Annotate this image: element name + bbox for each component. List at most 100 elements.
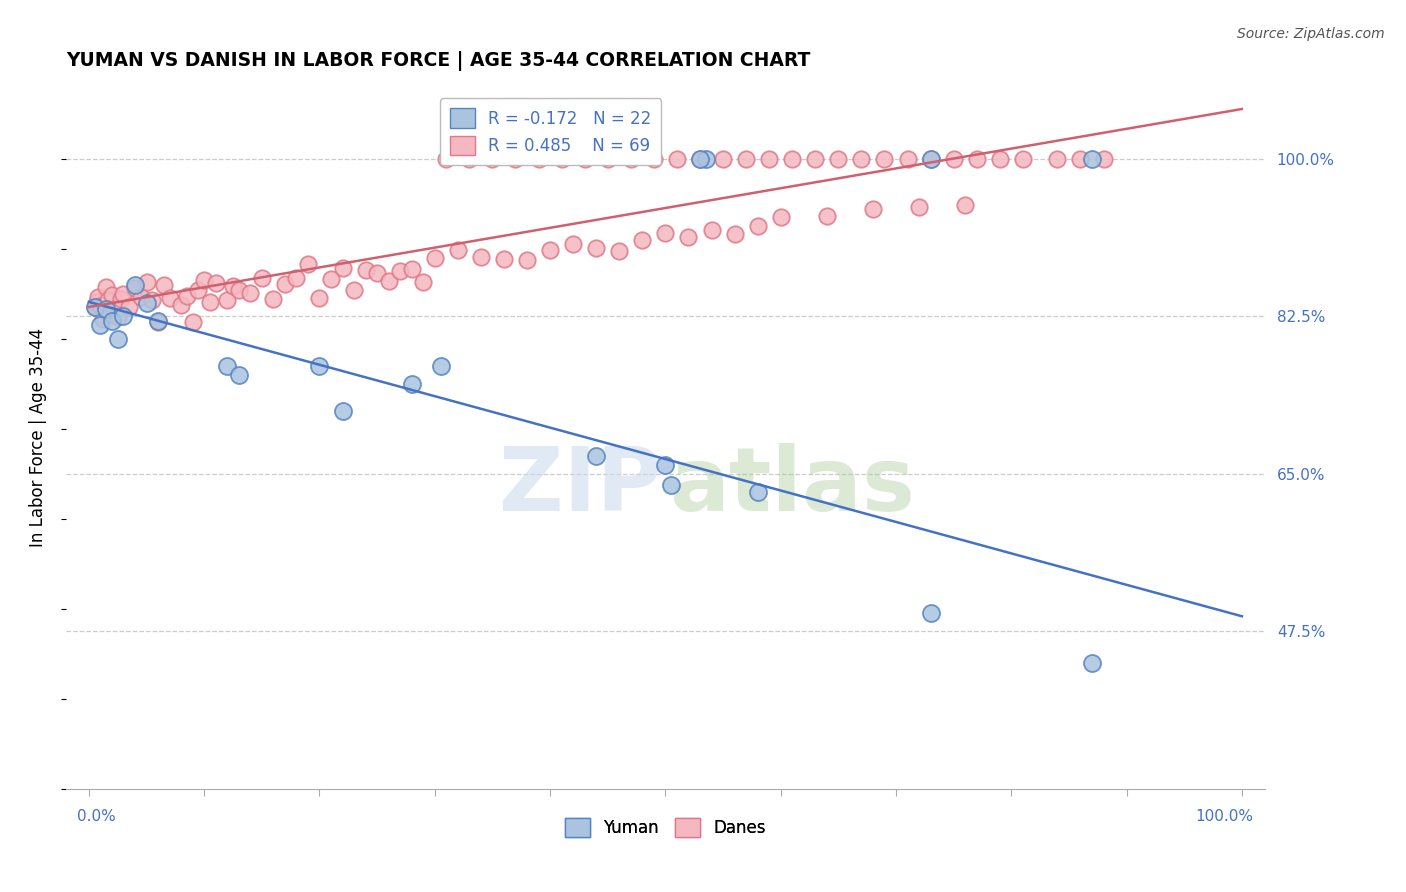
Point [723, 227, 745, 242]
Point [198, 295, 221, 310]
Point [942, 152, 965, 166]
Point [217, 293, 239, 307]
Point [654, 458, 676, 472]
Point [851, 152, 873, 166]
Point [654, 227, 676, 241]
Point [176, 289, 198, 303]
Point [146, 315, 169, 329]
Point [429, 359, 451, 373]
Point [101, 288, 124, 302]
Point [87, 290, 110, 304]
Point [659, 477, 682, 491]
Point [1092, 152, 1115, 166]
Point [1069, 152, 1091, 166]
Text: 0.0%: 0.0% [77, 809, 117, 824]
Point [118, 300, 141, 314]
Point [124, 281, 146, 295]
Text: atlas: atlas [669, 443, 915, 531]
Point [204, 277, 226, 291]
Point [769, 210, 792, 224]
Point [780, 152, 803, 166]
Point [98, 307, 121, 321]
Point [319, 272, 342, 286]
Point [228, 368, 250, 382]
Point [308, 291, 330, 305]
Point [538, 244, 561, 258]
Point [862, 202, 884, 216]
Point [285, 271, 308, 285]
Point [643, 152, 665, 166]
Point [332, 261, 354, 276]
Point [695, 152, 717, 166]
Text: Source: ZipAtlas.com: Source: ZipAtlas.com [1237, 27, 1385, 41]
Point [758, 152, 780, 166]
Point [91, 312, 114, 326]
Point [181, 315, 204, 329]
Point [953, 197, 976, 211]
Point [308, 359, 330, 373]
Point [596, 152, 619, 166]
Point [908, 200, 931, 214]
Point [274, 277, 297, 292]
Point [747, 484, 769, 499]
Y-axis label: In Labor Force | Age 35-44: In Labor Force | Age 35-44 [30, 328, 46, 548]
Point [112, 287, 135, 301]
Point [585, 241, 607, 255]
Point [228, 283, 250, 297]
Point [332, 404, 354, 418]
Point [343, 283, 366, 297]
Point [401, 376, 423, 391]
Point [222, 278, 245, 293]
Point [481, 152, 503, 166]
Point [620, 152, 643, 166]
Point [827, 152, 849, 166]
Point [804, 152, 827, 166]
Point [187, 283, 209, 297]
Point [239, 285, 262, 300]
Point [678, 230, 700, 244]
Point [86, 294, 108, 309]
Point [492, 252, 515, 266]
Point [562, 237, 585, 252]
Point [83, 300, 105, 314]
Point [97, 293, 120, 308]
Point [1011, 152, 1033, 166]
Point [93, 298, 115, 312]
Point [129, 290, 152, 304]
Point [747, 219, 769, 234]
Point [988, 152, 1011, 166]
Point [470, 250, 492, 264]
Point [873, 152, 896, 166]
Point [585, 449, 607, 463]
Point [815, 209, 838, 223]
Point [505, 152, 527, 166]
Point [262, 292, 284, 306]
Point [141, 293, 163, 307]
Point [665, 152, 688, 166]
Point [124, 277, 146, 292]
Point [458, 152, 481, 166]
Text: YUMAN VS DANISH IN LABOR FORCE | AGE 35-44 CORRELATION CHART: YUMAN VS DANISH IN LABOR FORCE | AGE 35-… [66, 51, 810, 70]
Point [550, 152, 572, 166]
Point [735, 152, 758, 166]
Point [920, 152, 942, 166]
Point [250, 271, 273, 285]
Point [574, 152, 596, 166]
Point [434, 152, 457, 166]
Point [297, 256, 319, 270]
Point [217, 359, 239, 373]
Point [89, 318, 111, 333]
Point [896, 152, 918, 166]
Point [920, 607, 942, 621]
Point [689, 152, 711, 166]
Point [1081, 152, 1104, 166]
Point [159, 291, 181, 305]
Point [101, 314, 124, 328]
Point [366, 267, 388, 281]
Point [401, 262, 423, 277]
Text: 100.0%: 100.0% [1195, 809, 1253, 824]
Point [110, 292, 132, 306]
Point [103, 301, 125, 316]
Point [83, 300, 105, 314]
Point [107, 332, 129, 346]
